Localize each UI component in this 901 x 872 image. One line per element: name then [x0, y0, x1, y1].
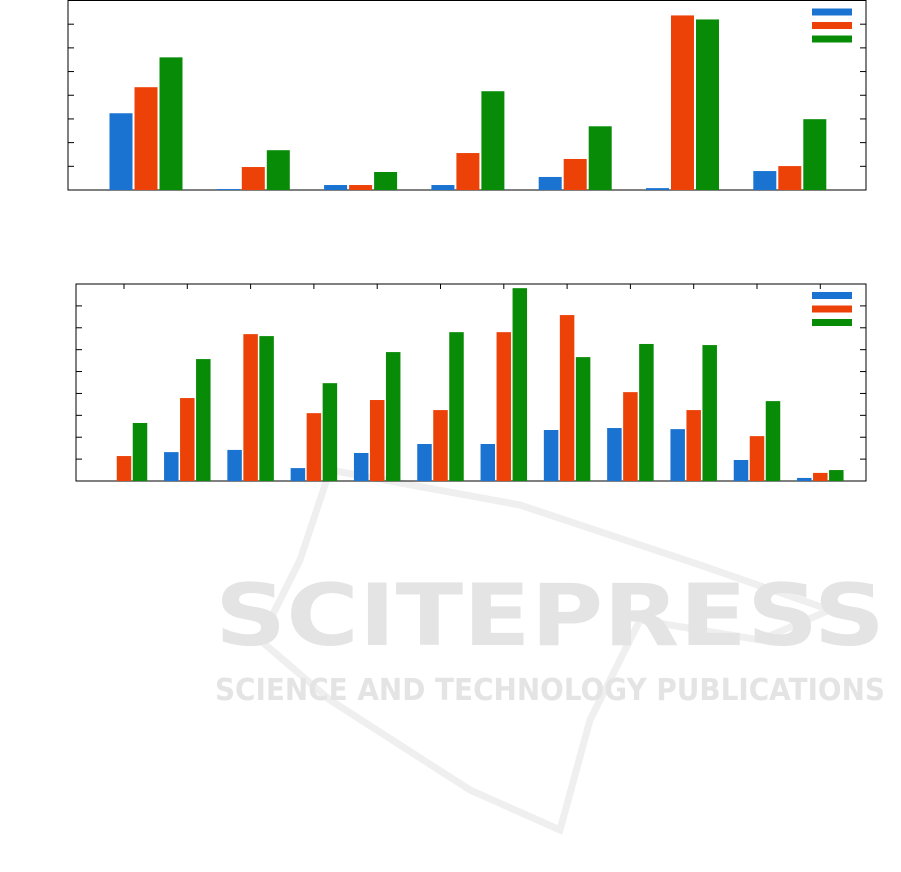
- bar: [733, 459, 749, 481]
- bar: [702, 345, 717, 481]
- watermark-subtitle: SCIENCE AND TECHNOLOGY PUBLICATIONS: [215, 673, 885, 708]
- bar: [417, 444, 432, 481]
- bar: [164, 452, 179, 481]
- bar: [797, 477, 812, 481]
- bar: [306, 413, 322, 481]
- bar: [259, 336, 274, 481]
- legend-swatch: [812, 35, 852, 43]
- bar: [324, 185, 348, 190]
- bar: [433, 410, 448, 481]
- bar: [243, 334, 258, 481]
- bar: [353, 452, 369, 481]
- bar: [575, 357, 591, 481]
- bar: [449, 332, 464, 481]
- bar: [216, 189, 240, 190]
- bar: [134, 87, 158, 190]
- bar: [159, 57, 183, 190]
- bar: [322, 383, 338, 481]
- bar: [559, 315, 575, 481]
- bar: [639, 343, 654, 481]
- bar: [116, 456, 132, 481]
- bar: [538, 176, 562, 190]
- bar: [374, 171, 398, 190]
- bar: [803, 119, 827, 190]
- bar: [132, 422, 148, 481]
- bar: [481, 91, 505, 190]
- bar: [266, 150, 290, 190]
- bar: [671, 15, 694, 190]
- legend-swatch: [812, 305, 852, 313]
- bar: [290, 468, 306, 481]
- bar: [543, 429, 559, 481]
- bar: [588, 126, 612, 190]
- plot-frame: [75, 283, 867, 482]
- bar: [431, 185, 455, 190]
- bar: [607, 428, 622, 481]
- bar: [496, 332, 512, 481]
- bar: [349, 185, 373, 190]
- bar: [227, 449, 242, 481]
- bar: [696, 19, 719, 191]
- legend-swatch: [812, 22, 852, 29]
- bar: [765, 401, 781, 481]
- bar: [563, 158, 587, 190]
- bar: [753, 171, 777, 190]
- bar: [369, 400, 385, 481]
- bar: [180, 398, 195, 481]
- bar: [813, 472, 828, 481]
- bar: [749, 436, 765, 481]
- bar: [646, 188, 669, 190]
- bar: [109, 113, 133, 190]
- bar: [623, 392, 638, 481]
- bar: [512, 288, 528, 481]
- watermark-logo: [255, 466, 840, 835]
- bar: [829, 470, 844, 481]
- bar: [686, 410, 701, 481]
- legend-swatch: [812, 292, 852, 299]
- bar: [670, 429, 685, 481]
- bar: [385, 352, 401, 481]
- legend-swatch: [812, 319, 852, 326]
- bar: [480, 444, 496, 481]
- legend-swatch: [812, 8, 852, 16]
- bar: [241, 167, 265, 190]
- bar: [456, 153, 480, 190]
- bar: [778, 166, 802, 190]
- watermark-title: SCITEPRESS: [215, 566, 885, 666]
- bar: [196, 359, 211, 481]
